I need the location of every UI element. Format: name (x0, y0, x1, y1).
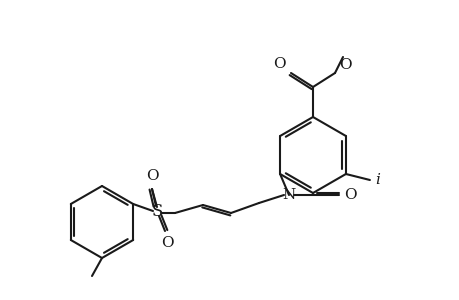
Text: O: O (146, 169, 158, 183)
Text: S: S (151, 202, 162, 220)
Text: O: O (338, 58, 351, 72)
Text: i: i (374, 173, 379, 187)
Text: O: O (343, 188, 356, 202)
Text: O: O (160, 236, 173, 250)
Text: O: O (273, 57, 285, 71)
Text: N: N (282, 188, 295, 202)
